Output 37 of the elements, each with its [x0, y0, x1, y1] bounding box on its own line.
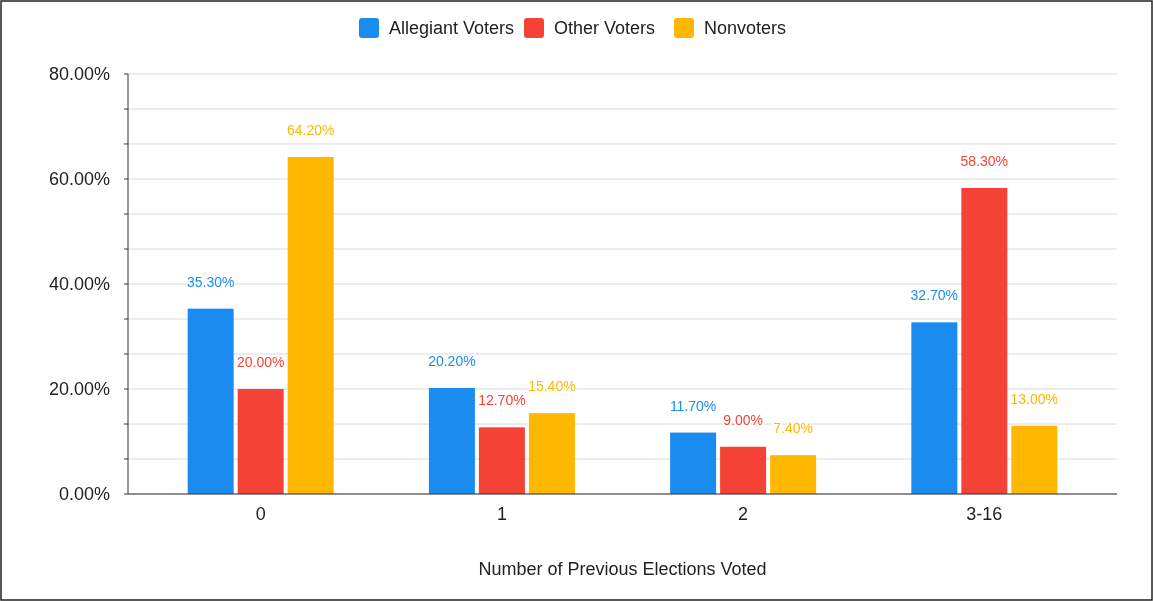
data-label: 11.70%: [669, 397, 717, 414]
bar: [287, 156, 334, 494]
legend-label: Other Voters: [554, 18, 656, 39]
bar: [961, 187, 1008, 494]
bar: [187, 308, 234, 494]
y-tick-label: 0.00%: [58, 484, 110, 505]
data-label: 9.00%: [723, 411, 763, 428]
bar: [237, 389, 284, 494]
y-tick-label: 40.00%: [48, 274, 110, 295]
y-tick-label: 80.00%: [48, 64, 110, 85]
data-label: 13.00%: [1010, 390, 1059, 407]
data-label: 20.20%: [428, 352, 476, 369]
bar: [770, 455, 817, 494]
data-label: 64.20%: [286, 121, 335, 138]
x-tick-label: 1: [496, 504, 507, 524]
bar: [670, 432, 717, 494]
legend-label: Allegiant Voters: [389, 18, 515, 39]
x-tick-label: 0: [255, 504, 266, 524]
data-label: 15.40%: [528, 378, 576, 395]
bar: [478, 427, 525, 494]
bar: [911, 322, 958, 494]
bar: [428, 387, 475, 494]
data-label: 12.70%: [478, 392, 526, 409]
x-axis-title: Number of Previous Elections Voted: [478, 559, 767, 579]
data-label: 20.00%: [236, 354, 285, 370]
data-label: 32.70%: [910, 287, 959, 304]
data-label: 58.30%: [960, 152, 1009, 169]
data-label: 7.40%: [773, 420, 813, 437]
y-tick-label: 20.00%: [48, 379, 110, 400]
legend-label: Nonvoters: [704, 18, 787, 39]
x-tick-label: 3-16: [966, 504, 1003, 524]
x-tick-label: 2: [738, 504, 749, 524]
bar: [1011, 425, 1058, 494]
bar: [720, 446, 767, 494]
bar: [528, 413, 575, 494]
y-tick-label: 60.00%: [48, 169, 110, 190]
data-label: 35.30%: [186, 273, 235, 290]
